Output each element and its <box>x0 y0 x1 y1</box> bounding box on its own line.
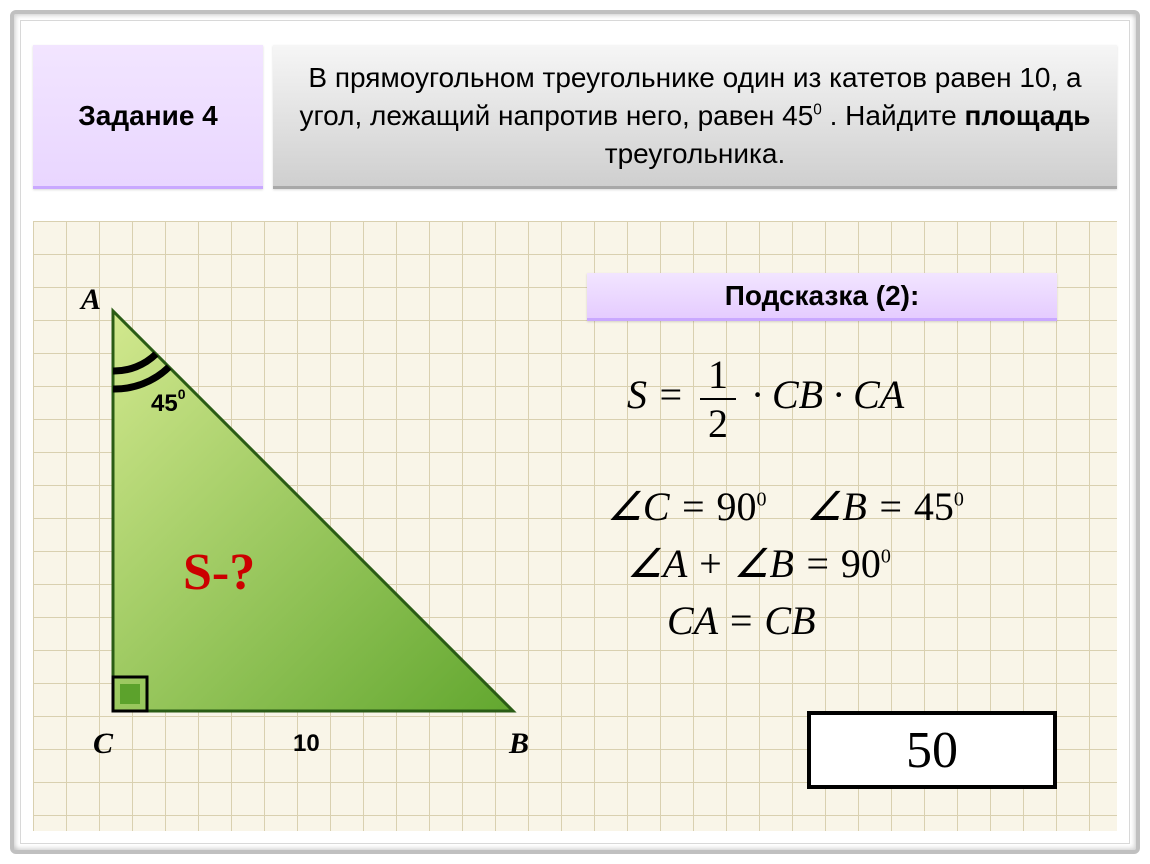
content-area: Подсказка (2): A C <box>33 221 1117 831</box>
triangle-shape <box>113 311 513 711</box>
vertex-A-label: A <box>79 283 101 316</box>
find-area-label: S-? <box>183 544 255 601</box>
problem-statement: В прямоугольном треугольнике один из кат… <box>273 45 1117 189</box>
formula-angle-sum-line: ∠A + ∠B = 900 <box>627 540 1077 587</box>
formula-angles-line: ∠C = 900 ∠B = 450 <box>607 483 1077 530</box>
formula-area-line: S = 12 · CB · CA <box>627 351 1077 447</box>
formula-sides-equal-line: CA = CB <box>667 597 1077 644</box>
answer-box: 50 <box>807 711 1057 789</box>
formula-block: S = 12 · CB · CA ∠C = 900 ∠B = 450 ∠A + … <box>577 341 1077 654</box>
task-number-badge: Задание 4 <box>33 45 263 189</box>
side-CB-value: 10 <box>293 730 320 757</box>
slide-outer-frame: Задание 4 В прямоугольном треугольнике о… <box>10 10 1140 854</box>
slide-inner-frame: Задание 4 В прямоугольном треугольнике о… <box>20 20 1130 844</box>
vertex-B-label: B <box>508 727 529 760</box>
header-row: Задание 4 В прямоугольном треугольнике о… <box>33 45 1117 189</box>
vertex-C-label: C <box>93 727 114 760</box>
right-angle-fill <box>120 684 140 704</box>
hint-badge: Подсказка (2): <box>587 273 1057 321</box>
triangle-diagram: A C B 450 10 S-? <box>33 241 593 801</box>
